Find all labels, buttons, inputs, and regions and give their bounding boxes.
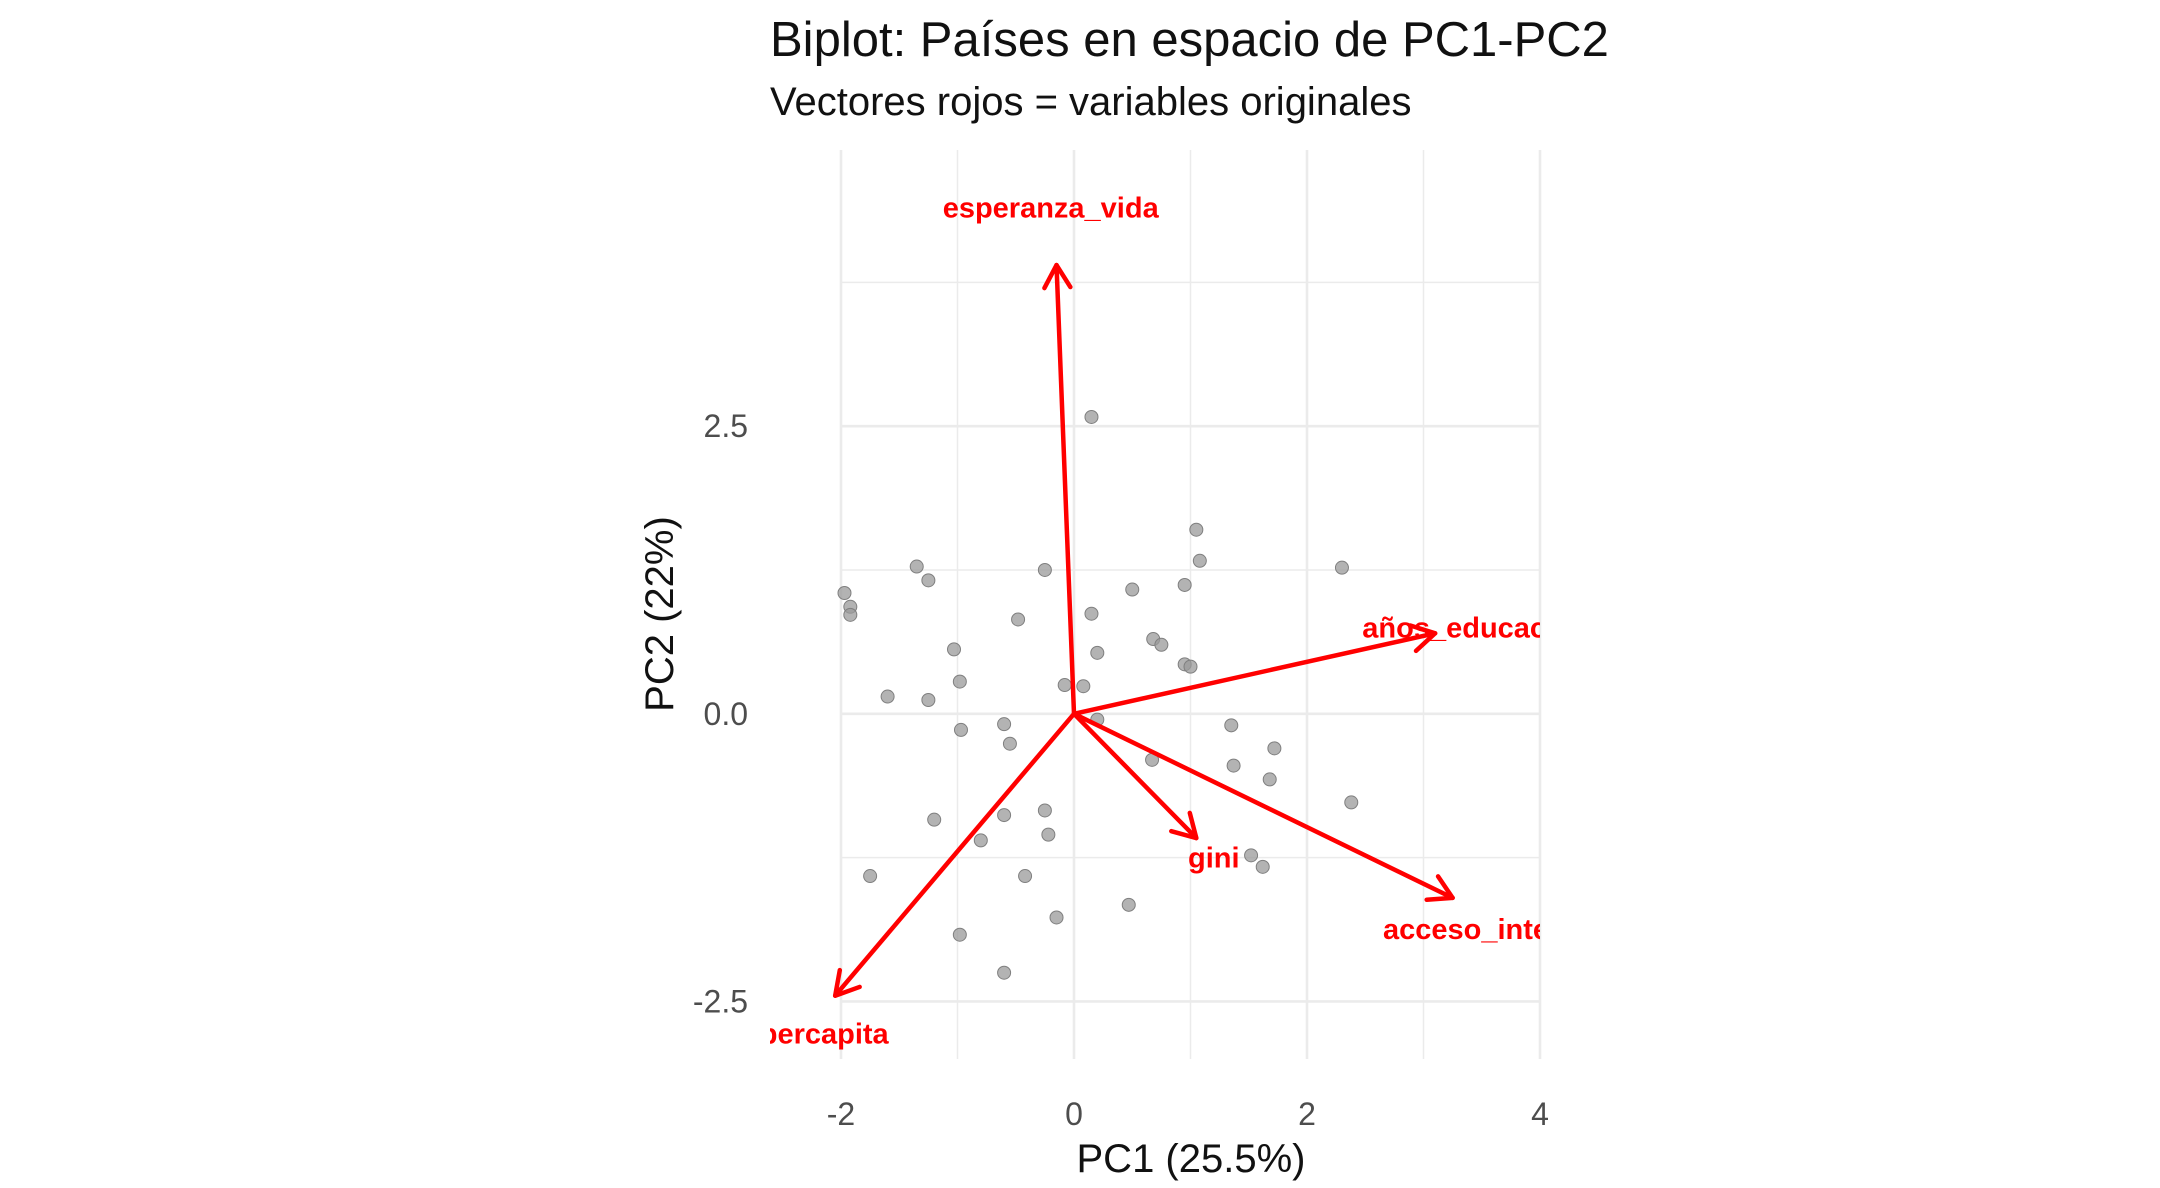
vector-line bbox=[1071, 711, 1199, 841]
data-point bbox=[997, 965, 1012, 980]
data-point bbox=[1084, 409, 1099, 424]
data-point bbox=[1011, 612, 1026, 627]
data-point bbox=[1002, 736, 1017, 751]
data-point bbox=[952, 674, 967, 689]
vector-line bbox=[1071, 631, 1438, 717]
data-point bbox=[947, 642, 962, 657]
data-point bbox=[880, 689, 895, 704]
data-point bbox=[1037, 803, 1052, 818]
vector-arrowhead bbox=[832, 967, 862, 998]
data-point bbox=[1267, 741, 1282, 756]
data-point bbox=[1262, 772, 1277, 787]
vector-label: esperanza_vida bbox=[943, 193, 1160, 225]
data-point bbox=[1076, 679, 1091, 694]
y-tick-label: 2.5 bbox=[704, 408, 748, 444]
data-point bbox=[1183, 659, 1198, 674]
data-point bbox=[953, 722, 968, 737]
data-point bbox=[921, 573, 936, 588]
data-points bbox=[837, 409, 1359, 980]
grid-lines bbox=[839, 150, 1542, 1059]
x-axis-ticks: -2 0 2 4 bbox=[827, 1096, 1549, 1132]
data-point bbox=[1344, 795, 1359, 810]
data-point bbox=[997, 808, 1012, 823]
data-point bbox=[1084, 606, 1099, 621]
x-tick-label: -2 bbox=[827, 1096, 855, 1132]
y-axis-title: PC2 (22%) bbox=[638, 516, 682, 712]
x-tick-label: 4 bbox=[1531, 1096, 1549, 1132]
vector-label: acceso_internet bbox=[1383, 914, 1604, 946]
y-tick-label: 0.0 bbox=[704, 696, 748, 732]
x-tick-label: 0 bbox=[1065, 1096, 1083, 1132]
y-axis-ticks: -2.5 0.0 2.5 bbox=[693, 408, 748, 1019]
data-point bbox=[1018, 869, 1033, 884]
data-point bbox=[1154, 637, 1169, 652]
data-point bbox=[1057, 678, 1072, 693]
vector-line bbox=[832, 711, 1077, 998]
vector-arrowhead bbox=[1042, 262, 1073, 291]
data-point bbox=[837, 585, 852, 600]
vector-arrowhead bbox=[1424, 874, 1455, 903]
y-tick-label: -2.5 bbox=[693, 983, 748, 1019]
data-point bbox=[863, 869, 878, 884]
x-axis-title: PC1 (25.5%) bbox=[1077, 1137, 1306, 1181]
vector-label: gini bbox=[1188, 843, 1240, 875]
vector-label: pib_percapita bbox=[700, 1019, 889, 1051]
data-point bbox=[997, 717, 1012, 732]
chart-subtitle: Vectores rojos = variables originales bbox=[770, 80, 1412, 124]
data-point bbox=[1121, 897, 1136, 912]
data-point bbox=[1049, 910, 1064, 925]
data-point bbox=[1334, 560, 1349, 575]
data-point bbox=[1255, 859, 1270, 874]
data-point bbox=[1224, 718, 1239, 733]
data-point bbox=[1041, 827, 1056, 842]
vector-line bbox=[1054, 262, 1077, 717]
vector-arrowhead bbox=[1408, 623, 1438, 654]
vector-line bbox=[1071, 711, 1455, 901]
x-tick-label: 2 bbox=[1298, 1096, 1316, 1132]
data-point bbox=[927, 812, 942, 827]
data-point bbox=[1189, 522, 1204, 537]
data-point bbox=[952, 927, 967, 942]
data-point bbox=[909, 559, 924, 574]
data-point bbox=[1244, 848, 1259, 863]
vector-arrowhead bbox=[1169, 810, 1199, 841]
data-point bbox=[843, 607, 858, 622]
data-point bbox=[1125, 582, 1140, 597]
vector-label: años_educación bbox=[1362, 613, 1589, 645]
data-point bbox=[1226, 758, 1241, 773]
data-point bbox=[1090, 645, 1105, 660]
data-point bbox=[1037, 562, 1052, 577]
data-point bbox=[1177, 577, 1192, 592]
data-point bbox=[1192, 553, 1207, 568]
chart-title: Biplot: Países en espacio de PC1-PC2 bbox=[770, 13, 1609, 67]
data-point bbox=[921, 693, 936, 708]
data-point bbox=[973, 833, 988, 848]
